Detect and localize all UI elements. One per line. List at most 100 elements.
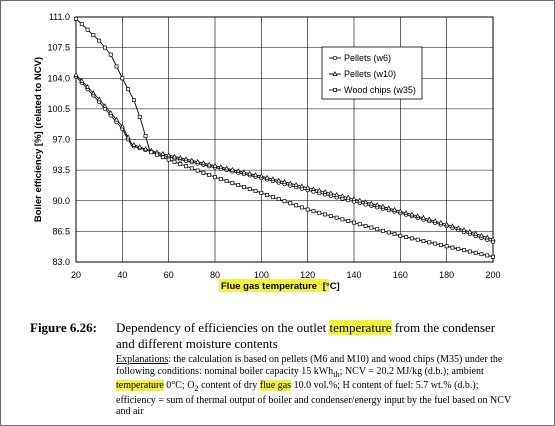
data-point [322,189,328,194]
data-point [125,134,131,140]
data-point [317,210,322,215]
data-point [415,237,420,242]
data-point [346,219,351,223]
explanation-text-4: content of dry [198,380,260,392]
data-point [131,98,136,103]
x-tick-label: 100 [254,270,269,280]
data-point [438,219,444,225]
x-axis-title-highlight [219,279,329,292]
data-point [235,168,241,173]
data-point [178,162,183,166]
data-point [79,78,85,83]
x-tick-label: 140 [346,270,361,280]
data-point [102,103,108,108]
data-point [323,212,327,217]
data-point [265,193,270,197]
data-point [369,225,374,230]
data-point [310,186,317,191]
data-point [357,222,362,227]
data-point [113,116,120,122]
explanation-label: Explanations [116,354,169,365]
data-point [223,165,230,171]
data-series [73,16,496,259]
data-point [166,157,171,162]
caption-text-before: Dependency of efficiencies on the outlet [116,320,330,335]
data-point [143,134,148,138]
figure-label: Figure 6.26: [30,320,97,335]
data-point [427,240,432,245]
data-point [119,123,125,129]
explanation-paragraph: Explanations: the calculation is based o… [116,354,516,418]
data-point [328,190,334,196]
data-point [432,218,438,224]
legend-label: Wood chips (w35) [344,85,416,95]
data-point [380,203,386,209]
data-point [392,232,397,237]
data-point [287,180,293,186]
data-point [375,227,380,232]
data-point [189,157,195,163]
explanation-text-1: : the calculation is based on pellets (M… [116,354,503,377]
data-point [120,76,125,81]
data-point [108,52,113,57]
data-point [386,230,391,235]
legend-marker [332,55,338,61]
data-point [415,213,421,219]
data-point [444,221,450,227]
data-point [276,197,281,202]
data-point [438,242,443,247]
data-point [84,84,91,89]
data-point [426,216,432,222]
data-point [149,150,154,155]
data-point [473,230,479,236]
data-point [142,146,149,152]
y-axis-title: Boiler efficiency [%] (related to NCV) [33,57,44,222]
series-line [75,74,494,240]
data-point [184,164,188,169]
y-tick-label: 83.0 [52,257,70,267]
data-point [247,186,252,191]
y-tick-label: 93.5 [52,165,70,175]
data-point [328,214,333,219]
data-point [137,114,142,119]
data-point [155,152,160,157]
data-point [212,162,218,168]
data-point [340,217,345,222]
data-point [172,159,177,164]
y-tick-label: 90.0 [52,196,70,206]
chart-grid [75,16,494,263]
figure-caption: Dependency of efficiencies on the outlet… [116,320,516,352]
efficiency-chart: 83.0 86.5 90.0 93.5 97.0 100.5 104.0 107.5 111.0… [33,12,501,292]
data-point [281,179,288,184]
data-point [293,181,299,187]
x-tick-label: 120 [300,270,315,280]
data-point [218,177,223,182]
series-0 [73,74,496,244]
data-point [363,223,368,228]
data-point [258,173,264,179]
data-point [91,33,96,38]
x-axis-title: Flue gas temperature [°C] [221,281,340,292]
data-point [201,170,206,175]
data-point [316,187,322,193]
data-point [334,191,340,197]
data-point [381,228,385,233]
data-point [166,152,172,158]
data-point [74,16,78,21]
data-point [183,156,189,162]
subscript-th: th [333,369,340,379]
data-point [270,176,276,182]
y-tick-label: 86.5 [52,226,70,236]
y-tick-label: 104.0 [47,73,70,83]
data-point [456,246,461,251]
data-point [160,155,165,160]
data-point [305,184,311,190]
data-point [229,166,235,172]
series-1 [73,71,496,242]
highlight-temperature: temperature [116,380,164,392]
data-point [137,144,143,149]
subscript-2: 2 [194,384,199,394]
data-point [334,215,339,220]
data-point [218,164,224,170]
data-point [479,252,484,257]
